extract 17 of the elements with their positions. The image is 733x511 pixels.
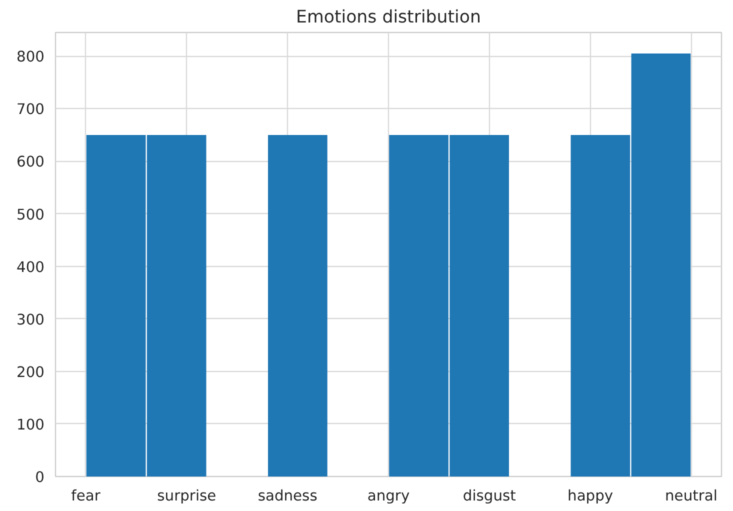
y-tick-label: 400 xyxy=(16,258,45,276)
chart-title: Emotions distribution xyxy=(296,8,481,28)
text: disgust xyxy=(462,488,516,504)
y-tick-label: 300 xyxy=(16,311,45,328)
text: happy xyxy=(568,488,614,504)
y-tick-label: 800 xyxy=(16,48,45,66)
text: sadness xyxy=(258,488,318,504)
text: angry xyxy=(367,488,410,504)
y-tick-label: 600 xyxy=(16,154,45,171)
y-tick-label: 0 xyxy=(35,469,45,486)
text: fear xyxy=(71,488,102,504)
y-tick-label: 100 xyxy=(16,416,45,434)
text: surprise xyxy=(157,488,216,504)
y-tick-label: 700 xyxy=(16,101,45,118)
y-tick-label: 200 xyxy=(16,364,45,381)
y-tick-label: 500 xyxy=(16,206,45,224)
text: neutral xyxy=(665,488,718,504)
